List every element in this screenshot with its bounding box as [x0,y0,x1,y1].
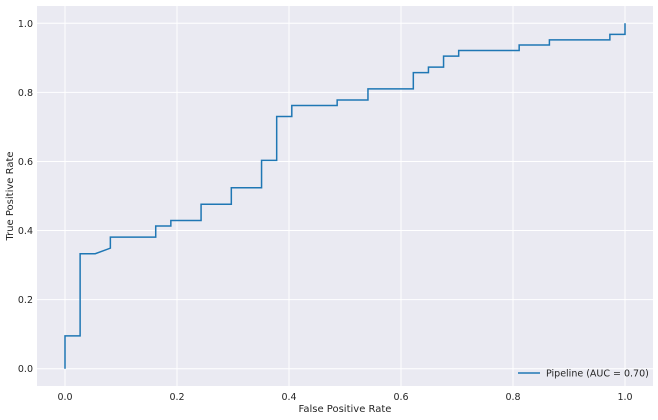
y-tick-label: 1.0 [18,19,33,30]
x-tick-label: 0.0 [57,392,72,403]
y-tick-label: 0.6 [18,157,33,168]
y-tick-label: 0.4 [18,226,33,237]
x-tick-label: 0.6 [393,392,408,403]
plot-area [37,6,653,386]
y-axis-label: True Positive Rate [5,151,16,241]
x-tick-label: 0.2 [169,392,184,403]
legend-entry-label: Pipeline (AUC = 0.70) [546,369,649,380]
y-tick-label: 0.0 [18,364,33,375]
roc-curve-line [64,23,626,369]
x-tick-label: 0.8 [505,392,520,403]
x-tick-label: 1.0 [617,392,632,403]
y-tick-labels: 0.0 0.2 0.4 0.6 0.8 1.0 [18,19,33,375]
x-tick-labels: 0.0 0.2 0.4 0.6 0.8 1.0 [57,392,632,403]
legend: Pipeline (AUC = 0.70) [518,369,649,380]
grid-lines [37,6,653,386]
y-tick-label: 0.8 [18,88,33,99]
series-layer [64,23,626,369]
y-tick-label: 0.2 [18,295,33,306]
x-tick-label: 0.4 [281,392,296,403]
x-axis-label: False Positive Rate [299,404,392,415]
